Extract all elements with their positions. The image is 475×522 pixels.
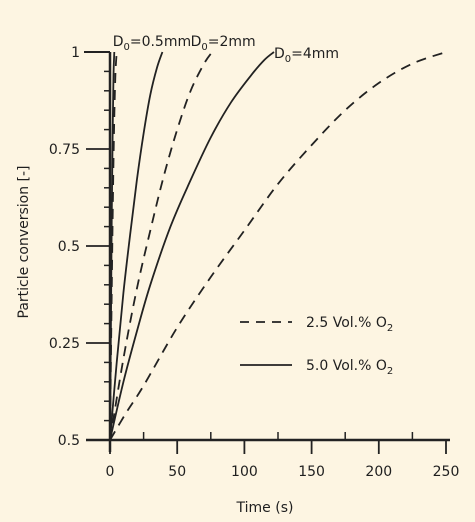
y-tick-label: 1 xyxy=(71,45,80,61)
y-tick-label: 0.25 xyxy=(49,336,80,352)
diameter-label: D0=0.5mm xyxy=(113,34,191,53)
y-tick-label: 0.5 xyxy=(58,239,80,255)
y-tick-label: 0.5 xyxy=(58,433,80,449)
x-tick-label: 250 xyxy=(433,464,460,480)
y-axis-label: Particle conversion [-] xyxy=(16,165,32,318)
curves xyxy=(109,51,447,441)
legend-label: 2.5 Vol.% O2 xyxy=(306,315,393,334)
x-tick-label: 0 xyxy=(106,464,115,480)
x-tick-label: 150 xyxy=(298,464,325,480)
series-line-0.5mm-5.0pct xyxy=(109,51,116,441)
x-axis-label: Time (s) xyxy=(236,500,294,516)
x-tick-label: 50 xyxy=(168,464,186,480)
curve-annotations: D0=0.5mm D0=2mm D0=4mm xyxy=(113,34,339,65)
x-tick-label: 100 xyxy=(231,464,258,480)
series-line-4mm-2.5pct xyxy=(109,51,447,441)
diameter-label: D0=2mm xyxy=(191,34,256,53)
series-line-2mm-5.0pct xyxy=(109,51,164,441)
legend-label: 5.0 Vol.% O2 xyxy=(306,358,393,377)
y-tick-label: 0.75 xyxy=(49,142,80,158)
series-line-4mm-5.0pct xyxy=(109,51,275,441)
x-tick-label: 200 xyxy=(365,464,392,480)
ticks: 0.5 0.25 0.5 0.75 1 0 50 100 150 200 250 xyxy=(49,45,460,480)
diameter-label: D0=4mm xyxy=(274,46,339,65)
legend: 2.5 Vol.% O2 5.0 Vol.% O2 xyxy=(240,315,393,377)
series-line-2mm-2.5pct xyxy=(109,51,213,441)
